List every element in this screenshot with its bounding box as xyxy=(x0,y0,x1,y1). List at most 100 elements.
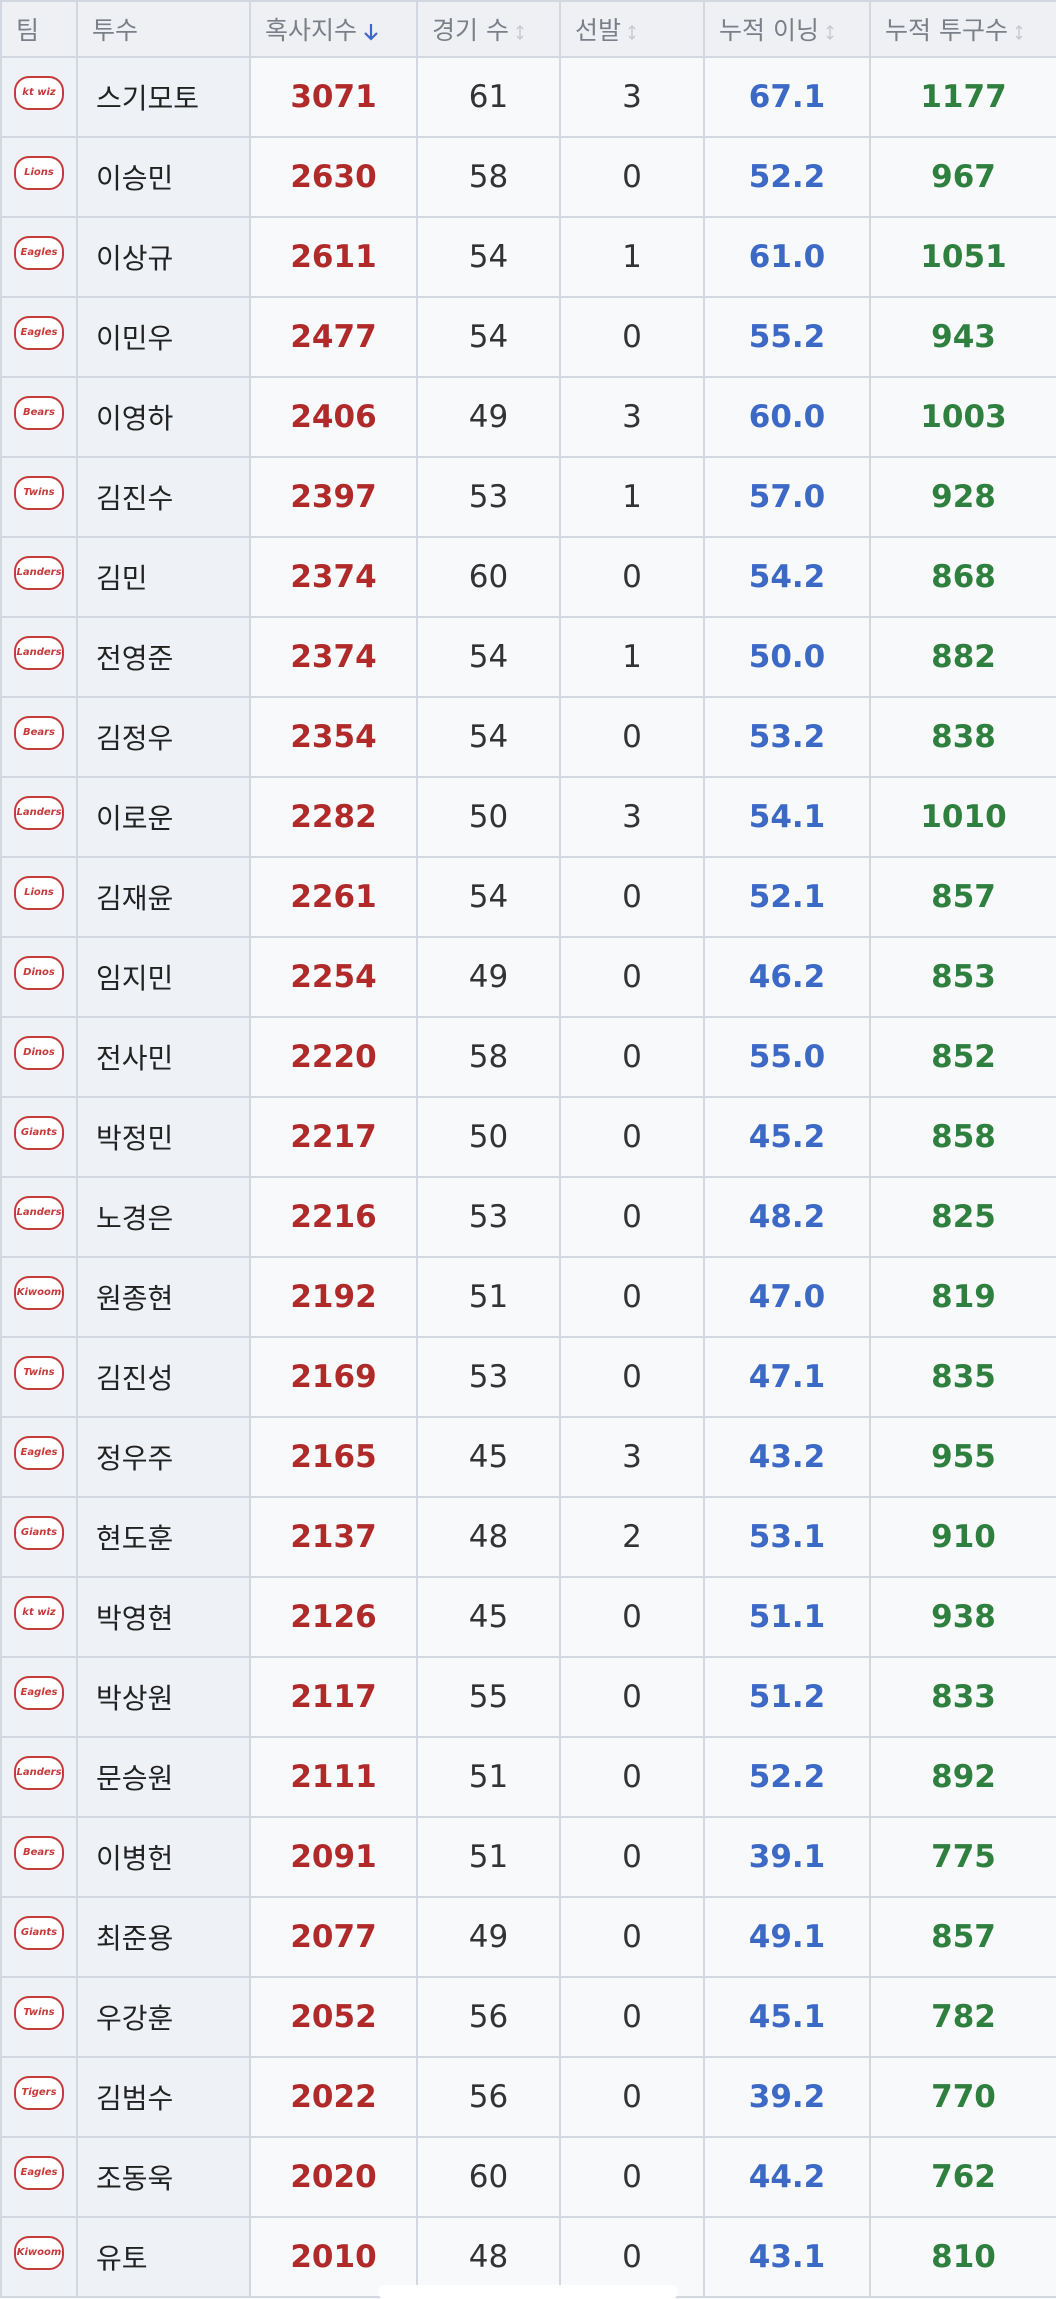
overuse-index-cell: 2261 xyxy=(249,856,418,938)
innings-cell: 55.2 xyxy=(703,296,871,378)
team-badge: Kiwoom xyxy=(14,1276,64,1310)
pitch-count-cell: 825 xyxy=(869,1176,1056,1258)
pitcher-name-cell: 최준용 xyxy=(76,1896,251,1978)
games-cell: 54 xyxy=(416,296,561,378)
starts-cell: 2 xyxy=(559,1496,705,1578)
team-logo-cell: Twins xyxy=(0,456,78,538)
games-cell: 51 xyxy=(416,1816,561,1898)
pitch-count-cell: 833 xyxy=(869,1656,1056,1738)
pitcher-name-cell: 이로운 xyxy=(76,776,251,858)
team-badge: Eagles xyxy=(14,236,64,270)
column-header[interactable]: 혹사지수 xyxy=(249,0,418,58)
starts-cell: 3 xyxy=(559,776,705,858)
games-cell: 56 xyxy=(416,1976,561,2058)
pitcher-name-cell: 김진수 xyxy=(76,456,251,538)
pitcher-name-cell: 박영현 xyxy=(76,1576,251,1658)
innings-cell: 47.1 xyxy=(703,1336,871,1418)
team-logo-cell: Giants xyxy=(0,1896,78,1978)
starts-cell: 0 xyxy=(559,936,705,1018)
sort-icon xyxy=(1015,25,1023,40)
team-badge: kt wiz xyxy=(14,1596,64,1630)
games-cell: 54 xyxy=(416,856,561,938)
table-row: Bears 이영하 2406 49 3 60.0 1003 xyxy=(0,376,1056,458)
table-body: kt wiz 스기모토 3071 61 3 67.1 1177 Lions 이승민 2630 58 0… xyxy=(0,56,1056,2298)
column-header[interactable]: 경기 수 xyxy=(416,0,561,58)
header-text: 팀 xyxy=(16,16,40,45)
sort-icon xyxy=(826,25,834,40)
header-text: 누적 투구수 xyxy=(885,16,1008,45)
innings-cell: 53.2 xyxy=(703,696,871,778)
pitcher-name-cell: 김정우 xyxy=(76,696,251,778)
team-logo-cell: Eagles xyxy=(0,216,78,298)
team-logo-cell: Dinos xyxy=(0,1016,78,1098)
games-cell: 53 xyxy=(416,1336,561,1418)
pitcher-name-cell: 전영준 xyxy=(76,616,251,698)
team-badge: Bears xyxy=(14,1836,64,1870)
innings-cell: 39.2 xyxy=(703,2056,871,2138)
table-row: kt wiz 스기모토 3071 61 3 67.1 1177 xyxy=(0,56,1056,138)
innings-cell: 57.0 xyxy=(703,456,871,538)
table-row: Bears 이병헌 2091 51 0 39.1 775 xyxy=(0,1816,1056,1898)
column-header[interactable]: 누적 투구수 xyxy=(869,0,1056,58)
team-badge: Eagles xyxy=(14,1436,64,1470)
team-badge: Landers xyxy=(14,1756,64,1790)
team-badge: Eagles xyxy=(14,316,64,350)
games-cell: 50 xyxy=(416,776,561,858)
pitcher-name-cell: 노경은 xyxy=(76,1176,251,1258)
games-cell: 54 xyxy=(416,696,561,778)
games-cell: 48 xyxy=(416,2216,561,2298)
header-text: 투수 xyxy=(92,16,139,45)
pitcher-name-cell: 김진성 xyxy=(76,1336,251,1418)
pitch-count-cell: 857 xyxy=(869,1896,1056,1978)
team-badge: Twins xyxy=(14,1356,64,1390)
overuse-index-cell: 2406 xyxy=(249,376,418,458)
pitcher-name-cell: 정우주 xyxy=(76,1416,251,1498)
games-cell: 49 xyxy=(416,376,561,458)
overuse-index-cell: 2397 xyxy=(249,456,418,538)
innings-cell: 67.1 xyxy=(703,56,871,138)
team-logo-cell: Kiwoom xyxy=(0,1256,78,1338)
starts-cell: 0 xyxy=(559,1896,705,1978)
pitch-count-cell: 955 xyxy=(869,1416,1056,1498)
starts-cell: 0 xyxy=(559,1816,705,1898)
team-badge: Giants xyxy=(14,1516,64,1550)
overuse-index-cell: 2091 xyxy=(249,1816,418,1898)
team-badge: Eagles xyxy=(14,2156,64,2190)
games-cell: 58 xyxy=(416,1016,561,1098)
pitcher-name-cell: 현도훈 xyxy=(76,1496,251,1578)
header-text: 혹사지수 xyxy=(265,16,358,45)
team-logo-cell: Twins xyxy=(0,1976,78,2058)
pitcher-name-cell: 조동욱 xyxy=(76,2136,251,2218)
pitch-count-cell: 770 xyxy=(869,2056,1056,2138)
pitch-count-cell: 782 xyxy=(869,1976,1056,2058)
pitch-count-cell: 882 xyxy=(869,616,1056,698)
pitcher-name-cell: 박상원 xyxy=(76,1656,251,1738)
games-cell: 56 xyxy=(416,2056,561,2138)
starts-cell: 3 xyxy=(559,376,705,458)
overuse-index-cell: 2077 xyxy=(249,1896,418,1978)
pitch-count-cell: 835 xyxy=(869,1336,1056,1418)
table-row: Eagles 정우주 2165 45 3 43.2 955 xyxy=(0,1416,1056,1498)
pitch-count-cell: 967 xyxy=(869,136,1056,218)
starts-cell: 1 xyxy=(559,456,705,538)
team-badge: Eagles xyxy=(14,1676,64,1710)
team-logo-cell: kt wiz xyxy=(0,56,78,138)
team-logo-cell: Landers xyxy=(0,776,78,858)
starts-cell: 0 xyxy=(559,1736,705,1818)
innings-cell: 51.1 xyxy=(703,1576,871,1658)
team-logo-cell: Eagles xyxy=(0,296,78,378)
innings-cell: 48.2 xyxy=(703,1176,871,1258)
games-cell: 51 xyxy=(416,1256,561,1338)
games-cell: 49 xyxy=(416,1896,561,1978)
pitcher-name-cell: 김민 xyxy=(76,536,251,618)
table-row: Kiwoom 유토 2010 48 0 43.1 810 xyxy=(0,2216,1056,2298)
starts-cell: 0 xyxy=(559,1656,705,1738)
team-logo-cell: Giants xyxy=(0,1096,78,1178)
pitcher-name-cell: 유토 xyxy=(76,2216,251,2298)
table-row: Eagles 이상규 2611 54 1 61.0 1051 xyxy=(0,216,1056,298)
pitcher-name-cell: 우강훈 xyxy=(76,1976,251,2058)
column-header[interactable]: 누적 이닝 xyxy=(703,0,871,58)
pitch-count-cell: 810 xyxy=(869,2216,1056,2298)
column-header[interactable]: 선발 xyxy=(559,0,705,58)
